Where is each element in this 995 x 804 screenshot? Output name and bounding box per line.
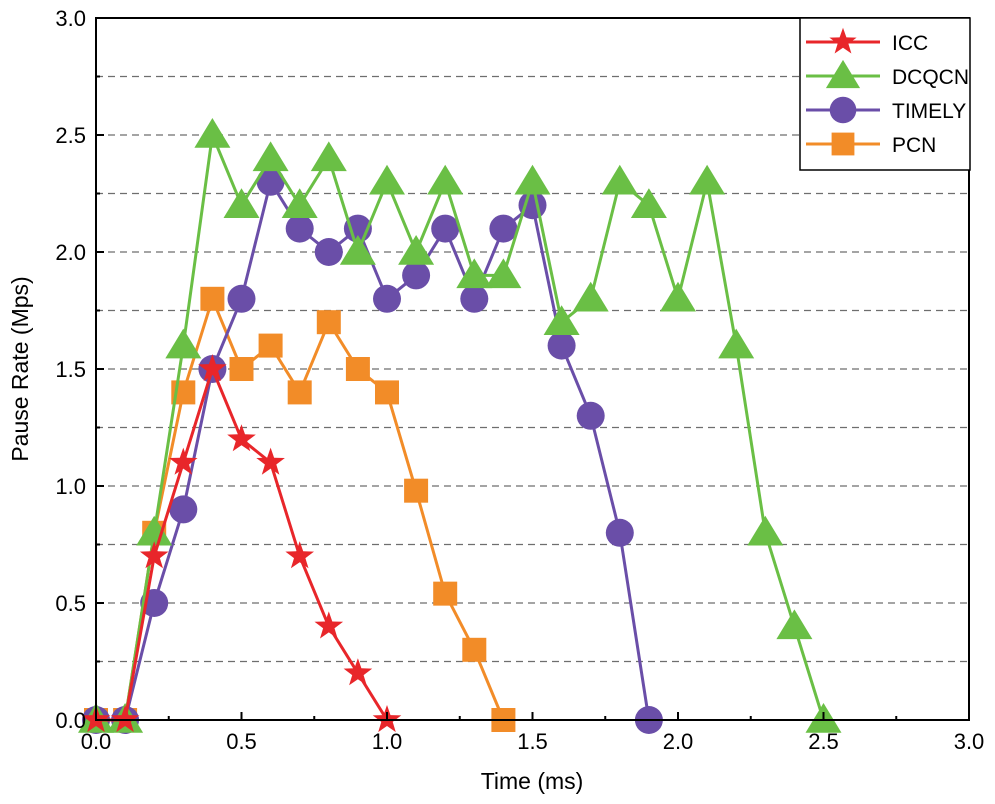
y-tick-label-4: 2.0 [55, 240, 86, 265]
legend-label-pcn: PCN [892, 134, 936, 157]
data-point-dcqcn-4 [194, 118, 231, 148]
data-point-pcn-5 [229, 357, 254, 381]
data-point-icc-3 [169, 447, 198, 475]
y-tick-label-1: 0.5 [55, 591, 86, 616]
legend: ICC DCQCN TIMELY PCN [799, 17, 971, 171]
data-point-dcqcn-12 [427, 164, 464, 195]
y-tick-label-3: 1.5 [55, 357, 86, 382]
x-tick-label-1: 0.5 [226, 729, 257, 754]
data-point-dcqcn-10 [369, 164, 405, 195]
data-point-dcqcn-2 [136, 515, 173, 546]
x-tick-label-6: 3.0 [954, 729, 985, 754]
data-point-timely-14 [489, 214, 518, 243]
series-pcn [84, 286, 516, 732]
x-tick-label-3: 1.5 [517, 729, 548, 754]
data-point-icc-5 [227, 424, 256, 452]
data-point-timely-8 [314, 238, 343, 266]
legend-marker-pcn [831, 132, 855, 156]
data-point-timely-12 [431, 214, 460, 243]
data-point-timely-7 [285, 214, 314, 243]
y-tick-label-6: 3.0 [55, 6, 86, 31]
data-point-dcqcn-17 [572, 281, 609, 312]
data-point-timely-5 [227, 284, 256, 313]
data-point-pcn-8 [316, 310, 341, 335]
data-point-pcn-9 [345, 357, 370, 381]
data-point-dcqcn-3 [165, 328, 202, 359]
data-point-timely-16 [547, 331, 576, 360]
data-point-timely-18 [605, 518, 634, 547]
data-point-dcqcn-11 [398, 235, 435, 265]
data-point-dcqcn-9 [339, 235, 376, 265]
data-point-dcqcn-15 [514, 164, 551, 195]
x-tick-label-4: 2.0 [663, 729, 694, 754]
data-point-timely-17 [576, 401, 605, 430]
data-point-dcqcn-7 [281, 188, 318, 218]
legend-label-timely: TIMELY [892, 100, 966, 123]
data-point-timely-13 [460, 284, 489, 313]
data-point-dcqcn-16 [543, 305, 580, 335]
data-point-dcqcn-19 [630, 188, 667, 218]
data-point-icc-4 [198, 354, 227, 382]
data-point-pcn-13 [462, 637, 487, 662]
x-tick-label-0: 0.0 [81, 729, 112, 754]
data-point-dcqcn-8 [310, 141, 347, 172]
axis-layer: 0.0 0.5 1.0 1.5 2.0 2.5 3.0 0.0 0.5 1.0 1.5 2.0 2.5 3… [55, 6, 984, 754]
series-dcqcn [78, 118, 842, 733]
data-point-timely-3 [169, 495, 198, 524]
data-point-pcn-4 [200, 286, 225, 311]
series-layer [78, 118, 842, 734]
data-point-timely-6 [256, 167, 285, 196]
data-point-pcn-12 [433, 581, 458, 606]
data-point-timely-10 [373, 284, 401, 313]
x-axis-title: Time (ms) [481, 768, 584, 794]
legend-marker-dcqcn [825, 59, 861, 89]
data-point-icc-2 [139, 541, 169, 569]
data-point-pcn-6 [258, 333, 283, 358]
y-tick-label-2: 1.0 [55, 474, 86, 499]
data-point-icc-8 [314, 611, 344, 639]
data-point-dcqcn-18 [601, 164, 638, 195]
x-tick-label-2: 1.0 [372, 729, 403, 754]
data-point-icc-7 [285, 541, 314, 569]
data-point-dcqcn-5 [223, 188, 260, 218]
data-point-pcn-10 [375, 380, 399, 405]
legend-label-icc: ICC [892, 32, 928, 55]
legend-marker-icc [829, 27, 857, 54]
data-point-dcqcn-6 [252, 141, 289, 172]
series-timely [82, 167, 663, 734]
data-point-pcn-11 [404, 478, 429, 503]
data-point-pcn-7 [287, 380, 312, 405]
y-tick-label-0: 0.0 [55, 708, 86, 733]
data-point-dcqcn-13 [456, 258, 493, 289]
y-axis-title: Pause Rate (Mps) [7, 276, 33, 461]
data-point-icc-9 [343, 658, 373, 686]
data-point-dcqcn-20 [660, 281, 696, 312]
x-tick-label-5: 2.5 [808, 729, 839, 754]
data-point-dcqcn-24 [776, 609, 813, 640]
y-tick-label-5: 2.5 [55, 123, 86, 148]
legend-label-dcqcn: DCQCN [892, 66, 969, 89]
data-point-dcqcn-23 [747, 515, 784, 546]
data-point-timely-11 [402, 261, 431, 290]
data-point-icc-1 [110, 705, 140, 733]
data-point-dcqcn-21 [689, 164, 726, 195]
series-icc [81, 354, 402, 733]
data-point-dcqcn-14 [485, 258, 522, 289]
data-point-icc-6 [256, 447, 285, 475]
data-point-dcqcn-22 [718, 328, 755, 359]
legend-marker-timely [829, 96, 857, 124]
